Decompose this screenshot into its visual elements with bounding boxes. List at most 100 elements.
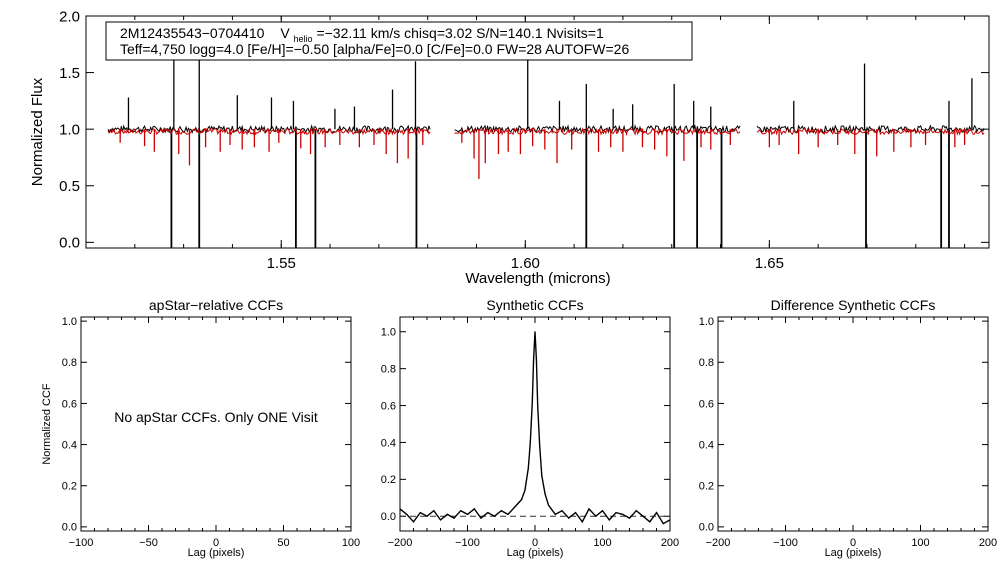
synthetic-ccf-point	[622, 513, 624, 516]
synthetic-y-tick-label: 0.4	[381, 437, 396, 449]
spectrum-x-tick-label: 1.60	[511, 255, 540, 272]
synthetic-y-tick-label: 0.8	[381, 364, 396, 376]
apstar-y-tick-label: 0.4	[62, 439, 77, 451]
difference-x-tick-label: −100	[773, 537, 798, 549]
synthetic-ccf-point	[655, 511, 658, 514]
info-line-2: Teff=4,750 logg=4.0 [Fe/H]=−0.50 [alpha/…	[120, 41, 629, 57]
apstar-y-tick-label: 0.0	[62, 522, 77, 534]
difference-y-tick-label: 0.2	[699, 481, 714, 493]
stellar-stats: =−32.11 km/s chisq=3.02 S/N=140.1 Nvisit…	[316, 25, 604, 41]
difference-y-tick-label: 0.8	[699, 357, 714, 369]
difference-y-tick-label: 0.4	[699, 439, 714, 451]
synthetic-ccf-point	[426, 515, 428, 517]
synthetic-ccf-point	[588, 508, 590, 510]
synthetic-x-tick-label: 100	[593, 537, 611, 549]
apstar-x-tick-label: −100	[69, 537, 94, 549]
synthetic-ccf-point	[466, 513, 469, 516]
spectrum-x-tick-label: 1.55	[267, 255, 296, 272]
synthetic-ccf-point	[460, 510, 462, 512]
apstar-ticks: −100 −50 0 50 100 0.0 0.2 0.4 0.6 0.8 1.0	[62, 316, 360, 549]
difference-x-tick-label: −200	[706, 537, 731, 549]
synthetic-ccf-point	[527, 467, 529, 469]
apstar-x-tick-label: 50	[277, 537, 289, 549]
apstar-x-tick-label: −50	[139, 537, 158, 549]
vhelio-subscript: helio	[294, 34, 313, 44]
synthetic-ccf-curve	[399, 331, 671, 525]
synthetic-ccf-panel: −200 −100 0 100 200 0.0 0.2 0.4 0.6 0.8 1.0 Synthe…	[381, 297, 679, 559]
star-id: 2M12435543−0704410	[120, 25, 265, 41]
synthetic-ccf-point	[412, 521, 415, 523]
synthetic-ticks: −200 −100 0 100 200 0.0 0.2 0.4 0.6 0.8 1.0	[381, 317, 679, 549]
synthetic-ccf-point	[520, 499, 523, 501]
difference-ticks: −200 −100 0 100 200 0.0 0.2 0.4 0.6 0.8 1.0	[699, 316, 997, 549]
difference-x-axis-label: Lag (pixels)	[825, 547, 882, 559]
synthetic-ccf-point	[635, 510, 637, 512]
synthetic-ccf-point	[537, 405, 539, 407]
synthetic-ccf-point	[487, 511, 489, 514]
synthetic-ccf-point	[480, 517, 482, 519]
difference-title: Difference Synthetic CCFs	[771, 297, 936, 313]
apstar-y-tick-label: 1.0	[62, 316, 77, 328]
spectrum-x-tick-label: 1.65	[755, 255, 784, 272]
synthetic-ccf-point	[529, 441, 531, 443]
synthetic-ccf-point	[561, 510, 563, 512]
synthetic-ccf-line	[399, 331, 671, 525]
synthetic-ccf-point	[500, 510, 502, 512]
apstar-ccf-panel: −100 −50 0 50 100 0.0 0.2 0.4 0.6 0.8 1.0 apStar−r…	[41, 297, 360, 559]
synthetic-ccf-point	[533, 358, 535, 360]
difference-x-tick-label: 0	[850, 537, 856, 549]
synthetic-ccf-point	[531, 401, 533, 403]
observed-chip-3	[756, 124, 985, 134]
spectrum-y-tick-label: 0.5	[59, 178, 80, 195]
synthetic-ccf-point	[399, 508, 401, 510]
synthetic-y-tick-label: 0.2	[381, 474, 396, 486]
synthetic-ccf-point	[493, 515, 496, 517]
synthetic-title: Synthetic CCFs	[486, 297, 583, 313]
spectrum-y-tick-label: 1.5	[59, 65, 80, 82]
spectrum-y-tick-label: 1.0	[59, 121, 80, 138]
synthetic-ccf-point	[581, 521, 583, 523]
spectrum-y-tick-label: 2.0	[59, 8, 80, 25]
apstar-y-tick-label: 0.8	[62, 357, 77, 369]
spectrum-y-axis-label: Normalized Flux	[29, 77, 46, 186]
synthetic-axes-frame	[399, 316, 671, 532]
synthetic-x-tick-label: −100	[455, 537, 480, 549]
difference-axes-frame	[717, 316, 989, 532]
synthetic-y-tick-label: 1.0	[381, 327, 396, 339]
spectrum-axes-frame	[85, 15, 990, 249]
synthetic-ccf-point	[615, 511, 617, 514]
difference-x-tick-label: 100	[911, 537, 929, 549]
synthetic-ccf-point	[642, 515, 644, 517]
apstar-y-tick-label: 0.6	[62, 398, 77, 410]
apstar-x-tick-label: 0	[213, 537, 219, 549]
difference-y-tick-label: 0.0	[699, 522, 714, 534]
synthetic-x-axis-label: Lag (pixels)	[507, 547, 564, 559]
synthetic-ccf-point	[524, 489, 526, 491]
spectrum-panel: 1.55 1.60 1.65 0.0 0.5 1.0 1.5 2.0 Wavelength (…	[29, 8, 990, 287]
vhelio-symbol: V	[280, 25, 290, 41]
no-ccf-note: No apStar CCFs. Only ONE Visit	[114, 409, 318, 425]
info-line-1: 2M12435543−0704410 V helio =−32.11 km/s …	[120, 25, 604, 45]
apstar-title: apStar−relative CCFs	[149, 297, 283, 313]
synthetic-ccf-point	[507, 513, 509, 516]
synthetic-ccf-point	[439, 519, 442, 521]
synthetic-ccf-point	[608, 519, 610, 521]
difference-x-tick-label: 200	[979, 537, 997, 549]
model-spectrum	[107, 126, 985, 179]
synthetic-ccf-point	[446, 513, 448, 516]
model-chip-3	[756, 127, 985, 136]
synthetic-y-tick-label: 0.6	[381, 400, 396, 412]
apstar-y-axis-label: Normalized CCF	[41, 383, 53, 465]
spectrum-y-tick-label: 0.0	[59, 235, 80, 252]
synthetic-ccf-point	[419, 511, 421, 514]
synthetic-ccf-point	[539, 445, 541, 447]
synthetic-ccf-point	[649, 521, 651, 523]
synthetic-ccf-point	[669, 519, 671, 521]
difference-ccf-panel: −200 −100 0 100 200 0.0 0.2 0.4 0.6 0.8 1.0 Differ…	[699, 297, 997, 559]
synthetic-ccf-point	[534, 331, 536, 333]
synthetic-ccf-point	[473, 508, 475, 510]
apstar-x-axis-label: Lag (pixels)	[188, 547, 245, 559]
synthetic-ccf-point	[433, 510, 435, 512]
info-box	[105, 21, 693, 61]
